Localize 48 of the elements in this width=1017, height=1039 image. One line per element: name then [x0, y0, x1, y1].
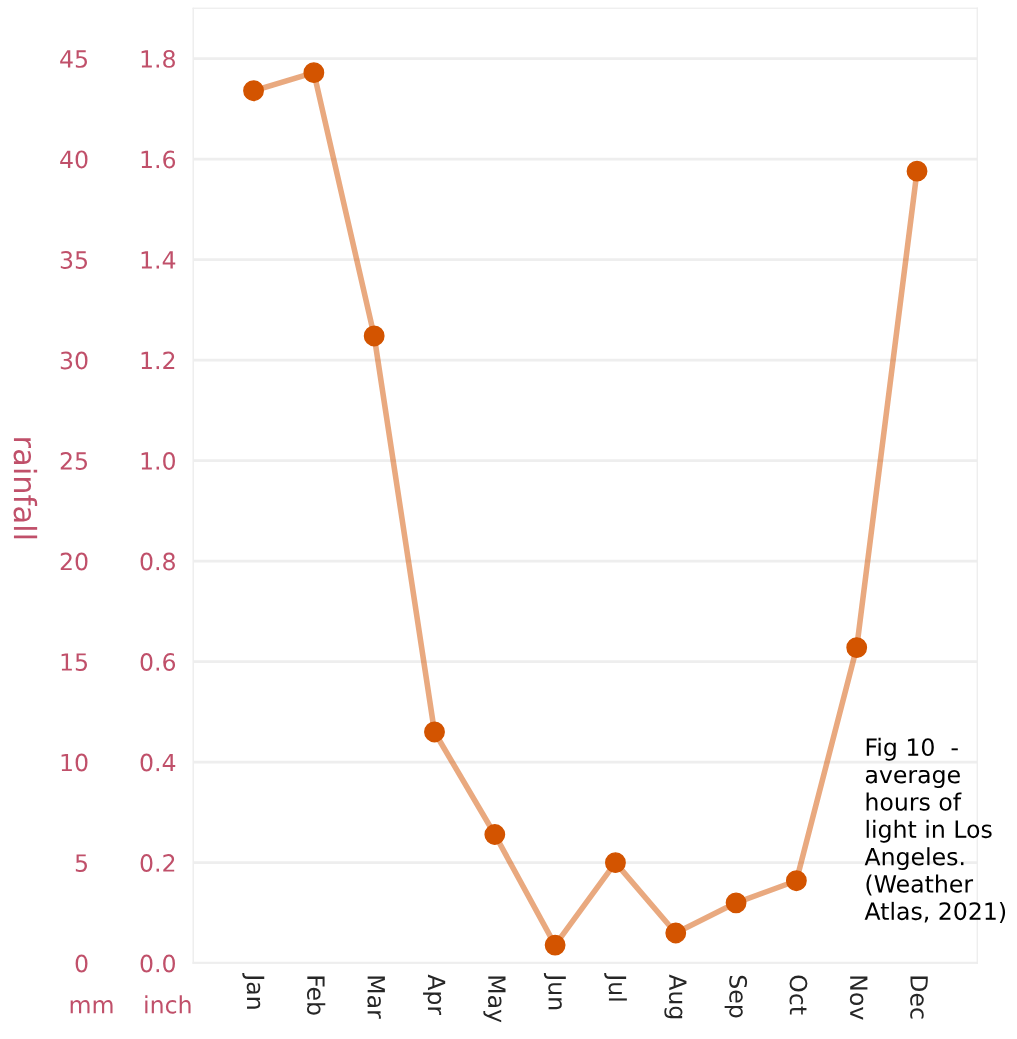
y-tick-label: 10	[61, 753, 88, 772]
y2-tick-label: 0.8	[140, 552, 175, 571]
y-tick-label: 35	[60, 251, 87, 269]
point	[725, 892, 747, 914]
point	[785, 870, 807, 892]
point	[544, 934, 566, 956]
point	[303, 62, 325, 84]
x-tick-label: Feb	[307, 976, 326, 1015]
point	[605, 852, 626, 874]
y2-tick-label: 0.2	[140, 854, 175, 872]
text: inch	[145, 995, 191, 1014]
x-tick-label: Jul	[604, 973, 627, 1001]
y-tick-label: 0	[75, 954, 88, 973]
point	[363, 325, 385, 347]
point	[424, 721, 445, 743]
point	[906, 160, 928, 182]
y-tick-label: 30	[60, 351, 88, 370]
y-tick-label: 15	[61, 653, 87, 671]
y-tick-label: 45	[60, 50, 87, 68]
point	[484, 824, 506, 845]
x-tick-label: Jun	[543, 973, 566, 1010]
x-tick-label: Oct	[789, 975, 808, 1015]
x-tick-label: Jan	[242, 973, 265, 1009]
y2-tick-label: 1.8	[141, 50, 175, 68]
y2-tick-label: 0.4	[140, 753, 176, 772]
y-tick-label: 25	[60, 452, 87, 470]
y2-tick-label: 0.0	[140, 954, 175, 973]
y2-tick-label: 1.0	[141, 452, 175, 470]
y-axis-title: rainfall	[13, 438, 38, 539]
y-tick-label: 40	[60, 150, 88, 169]
x-tick-label: May	[483, 976, 506, 1023]
x-tick-label: Mar	[367, 976, 385, 1019]
y2-tick-label: 1.6	[141, 150, 176, 169]
y2-tick-label: 1.4	[141, 251, 176, 269]
y-tick-label: 5	[75, 854, 87, 872]
y2-tick-label: 0.6	[140, 653, 176, 671]
x-tick-label: Aug	[664, 974, 687, 1019]
point	[243, 80, 264, 102]
y-tick-label: 20	[60, 552, 88, 571]
point	[846, 637, 868, 658]
point	[665, 922, 687, 944]
x-tick-label: Sep	[724, 975, 748, 1018]
text: mm	[70, 1000, 113, 1014]
y2-tick-label: 1.2	[141, 351, 175, 370]
annotation: Fig 10 - average hours of light in Los Angeles. (Weather Atlas, 2021)	[864, 737, 1006, 923]
x-tick-label: Nov	[849, 976, 868, 1020]
x-tick-label: Apr	[423, 974, 446, 1016]
x-tick-label: Dec	[910, 976, 928, 1019]
